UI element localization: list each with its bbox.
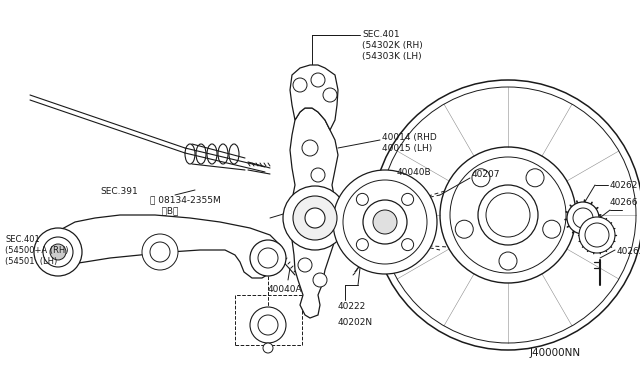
Polygon shape <box>48 215 282 278</box>
Text: 40262: 40262 <box>610 181 638 190</box>
Text: 40262A: 40262A <box>617 247 640 256</box>
Circle shape <box>50 244 66 260</box>
Circle shape <box>373 210 397 234</box>
Circle shape <box>363 200 407 244</box>
Circle shape <box>486 193 530 237</box>
Circle shape <box>302 140 318 156</box>
Text: 40014 (RHD
40015 (LH): 40014 (RHD 40015 (LH) <box>382 133 436 153</box>
Text: SEC.401
(54500+A (RH)
(54501  (LH): SEC.401 (54500+A (RH) (54501 (LH) <box>5 235 68 266</box>
Circle shape <box>573 208 593 228</box>
Circle shape <box>478 185 538 245</box>
Circle shape <box>258 315 278 335</box>
Circle shape <box>283 186 347 250</box>
Text: 40040A: 40040A <box>268 285 303 294</box>
Text: 40266: 40266 <box>610 198 639 207</box>
Text: Ⓑ 08134-2355M
    〈B〉: Ⓑ 08134-2355M 〈B〉 <box>150 195 221 215</box>
Circle shape <box>356 193 369 205</box>
Circle shape <box>579 217 615 253</box>
Circle shape <box>472 169 490 187</box>
Circle shape <box>455 220 473 238</box>
Circle shape <box>313 273 327 287</box>
Circle shape <box>380 87 636 343</box>
Circle shape <box>450 157 566 273</box>
Text: SEC.401
(54302K (RH)
(54303K (LH): SEC.401 (54302K (RH) (54303K (LH) <box>362 30 423 61</box>
Text: 40222: 40222 <box>338 302 366 311</box>
Circle shape <box>499 252 517 270</box>
Circle shape <box>263 343 273 353</box>
Text: 40040B: 40040B <box>397 168 431 177</box>
Circle shape <box>402 193 413 205</box>
Polygon shape <box>290 108 338 318</box>
Circle shape <box>585 223 609 247</box>
Circle shape <box>311 73 325 87</box>
Circle shape <box>373 80 640 350</box>
Circle shape <box>356 238 369 251</box>
Circle shape <box>298 258 312 272</box>
Text: 40207: 40207 <box>472 170 500 179</box>
Circle shape <box>567 202 599 234</box>
Circle shape <box>440 147 576 283</box>
Circle shape <box>142 234 178 270</box>
Circle shape <box>258 248 278 268</box>
Circle shape <box>402 238 413 251</box>
Circle shape <box>305 208 325 228</box>
Circle shape <box>250 240 286 276</box>
Circle shape <box>34 228 82 276</box>
Circle shape <box>150 242 170 262</box>
Circle shape <box>526 169 544 187</box>
Text: J40000NN: J40000NN <box>530 348 581 358</box>
Circle shape <box>311 168 325 182</box>
Circle shape <box>250 307 286 343</box>
Text: 40202N: 40202N <box>338 318 373 327</box>
Circle shape <box>543 220 561 238</box>
Text: SEC.391: SEC.391 <box>100 187 138 196</box>
Circle shape <box>293 196 337 240</box>
Circle shape <box>343 180 427 264</box>
Circle shape <box>293 78 307 92</box>
Circle shape <box>323 88 337 102</box>
Circle shape <box>333 170 437 274</box>
Circle shape <box>43 237 73 267</box>
Polygon shape <box>290 65 338 130</box>
